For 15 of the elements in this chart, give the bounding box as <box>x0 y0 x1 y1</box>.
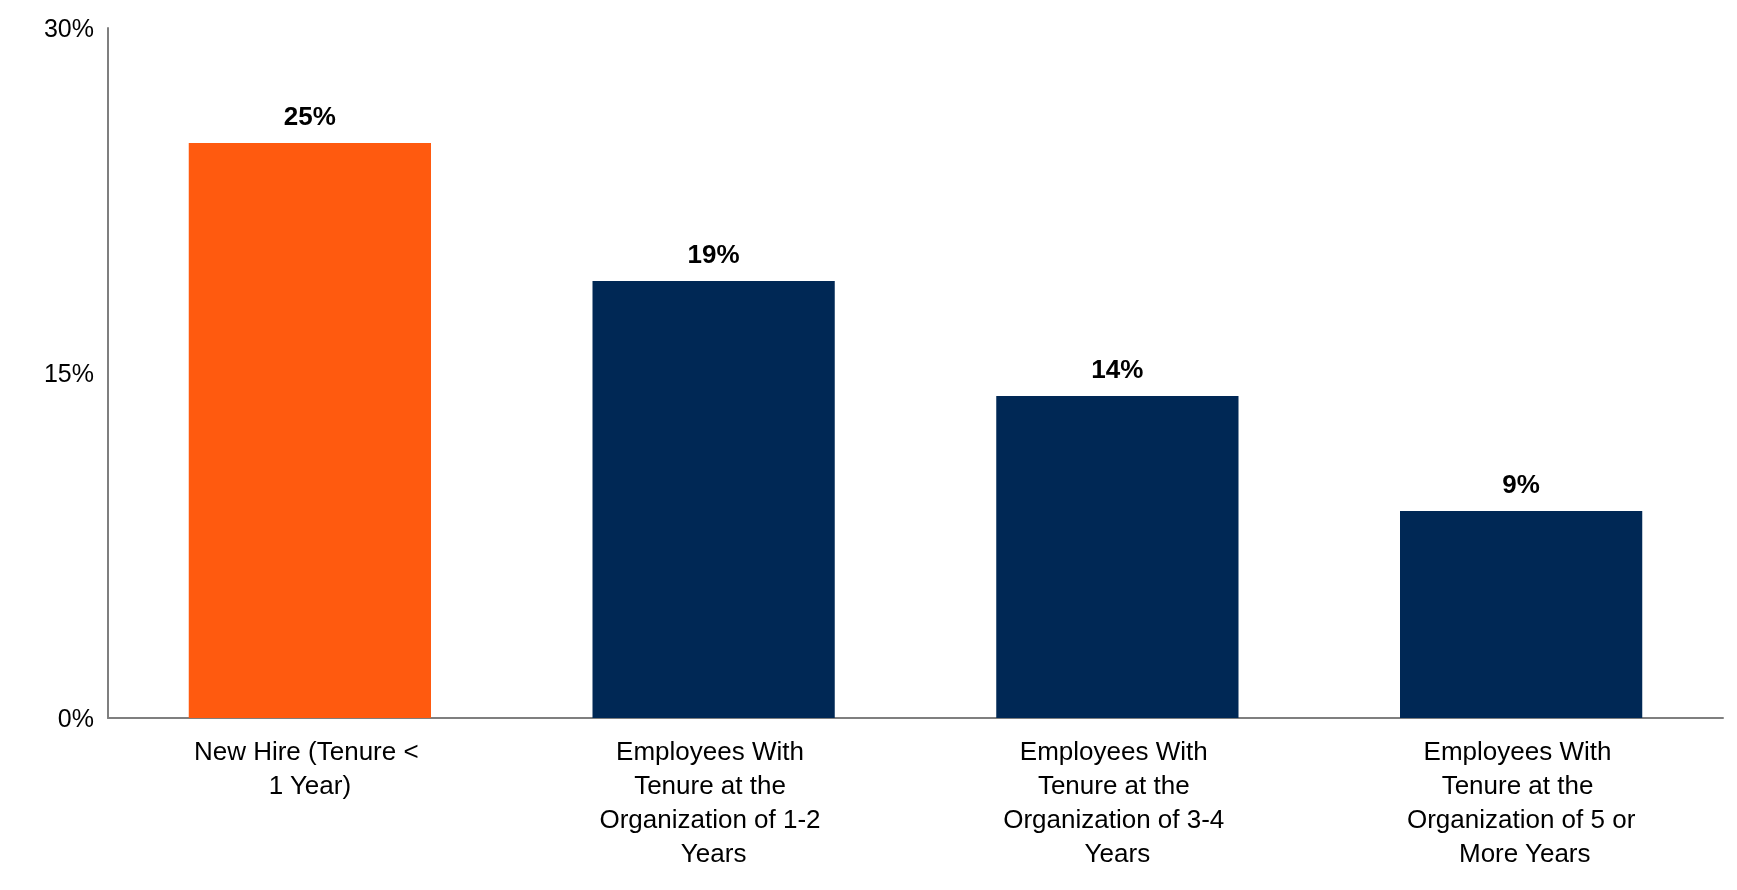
data-label: 25% <box>283 101 336 131</box>
y-tick-label: 0% <box>57 704 94 732</box>
y-tick-label: 30% <box>43 14 94 42</box>
bar <box>188 143 431 718</box>
x-tick-label: Employees With Tenure at the Organization of 5 or More Years <box>1406 736 1636 868</box>
x-tick-label: Employees With Tenure at the Organization of 1-2 Years <box>599 736 828 868</box>
y-tick-label: 15% <box>43 359 94 387</box>
bar <box>1400 511 1643 718</box>
x-tick-label: New Hire (Tenure < 1 Year) <box>193 736 426 800</box>
bar <box>592 281 835 718</box>
x-tick-label: Employees With Tenure at the Organization of 3-4 Years <box>1003 736 1232 868</box>
data-label: 9% <box>1502 469 1540 499</box>
bar <box>996 396 1239 718</box>
data-label: 14% <box>1091 354 1144 384</box>
data-label: 19% <box>687 239 740 269</box>
